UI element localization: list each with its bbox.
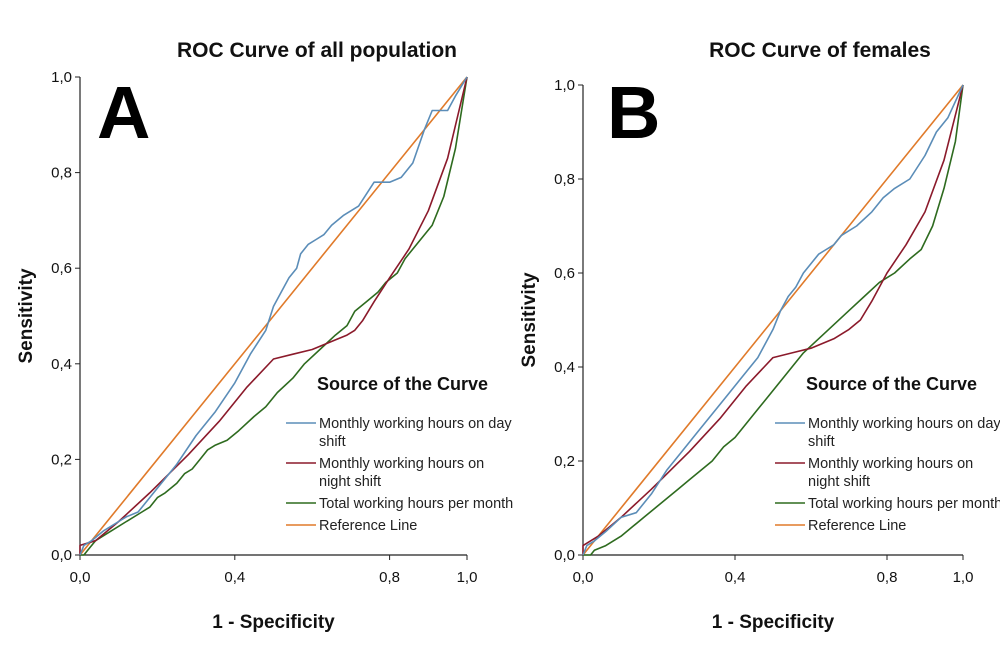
- panel-a-legend-label-night: Monthly working hours on: [319, 456, 484, 472]
- panel-b-y-tick-label: 0,8: [554, 171, 575, 188]
- panel-a-legend-title: Source of the Curve: [317, 374, 488, 394]
- panel-a-x-tick-label: 0,4: [224, 569, 245, 586]
- panel-b-letter: B: [607, 71, 660, 154]
- panel-a-legend-label-reference: Reference Line: [319, 518, 417, 534]
- panel-b-legend-label-reference: Reference Line: [808, 518, 906, 534]
- panel-a-legend-label-total: Total working hours per month: [319, 496, 513, 512]
- panel-a-y-tick-label: 0,6: [51, 260, 72, 277]
- panel-a-y-tick-label: 0,8: [51, 165, 72, 182]
- panel-b-series-monthly-working-hours-on-day-shift: [582, 84, 964, 556]
- panel-b-series-total-working-hours-per-month: [583, 84, 964, 556]
- panel-a-x-tick-label: 0,8: [379, 569, 400, 586]
- panel-a-y-axis-title: Sensitivity: [16, 268, 37, 363]
- panel-a-x-axis-title: 1 - Specificity: [212, 612, 335, 633]
- panel-b-x-tick-label: 0,8: [877, 569, 898, 586]
- panel-b-y-tick-label: 0,2: [554, 453, 575, 470]
- panel-b-legend-label-day: Monthly working hours on day: [808, 416, 1000, 432]
- panel-b-x-axis-title: 1 - Specificity: [712, 612, 835, 633]
- panel-a-legend-label-day: Monthly working hours on day: [319, 416, 512, 432]
- panel-b-legend-label-night: Monthly working hours on: [808, 456, 973, 472]
- panel-a-legend-label-night: night shift: [319, 474, 381, 490]
- panel-a-series-total-working-hours-per-month: [80, 76, 468, 556]
- panel-b-y-tick-label: 0,6: [554, 265, 575, 282]
- panel-a-y-tick-label: 0,4: [51, 356, 72, 373]
- panel-b-x-tick-label: 0,4: [725, 569, 746, 586]
- panel-a-series-monthly-working-hours-on-day-shift: [79, 76, 468, 556]
- panel-b-legend-label-total: Total working hours per month: [808, 496, 1000, 512]
- panel-b-y-tick-label: 0,4: [554, 359, 575, 376]
- panel-a-y-tick-label: 0,0: [51, 547, 72, 564]
- panel-b-legend-label-day: shift: [808, 434, 835, 450]
- panel-b-y-axis-title: Sensitivity: [519, 272, 540, 367]
- panel-b-y-tick-label: 0,0: [554, 547, 575, 564]
- panel-b-legend-title: Source of the Curve: [806, 374, 977, 394]
- panel-a-series-monthly-working-hours-on-night-shift: [79, 76, 468, 555]
- panel-b-x-tick-label: 1,0: [953, 569, 974, 586]
- panel-a-title: ROC Curve of all population: [177, 39, 457, 62]
- panel-b-y-tick-label: 1,0: [554, 77, 575, 94]
- panel-a-y-tick-label: 1,0: [51, 69, 72, 86]
- panel-b-series-monthly-working-hours-on-night-shift: [582, 84, 964, 555]
- panel-b-title: ROC Curve of females: [709, 39, 931, 62]
- panel-a-legend-label-day: shift: [319, 434, 346, 450]
- panel-a-letter: A: [97, 71, 150, 154]
- panel-a-x-tick-label: 0,0: [70, 569, 91, 586]
- panel-b-series-reference-line: [582, 84, 964, 556]
- panel-a-y-tick-label: 0,2: [51, 451, 72, 468]
- panel-b-legend-label-night: night shift: [808, 474, 870, 490]
- panel-a-x-tick-label: 1,0: [457, 569, 478, 586]
- panel-a-series-reference-line: [79, 76, 468, 556]
- panel-b-x-tick-label: 0,0: [573, 569, 594, 586]
